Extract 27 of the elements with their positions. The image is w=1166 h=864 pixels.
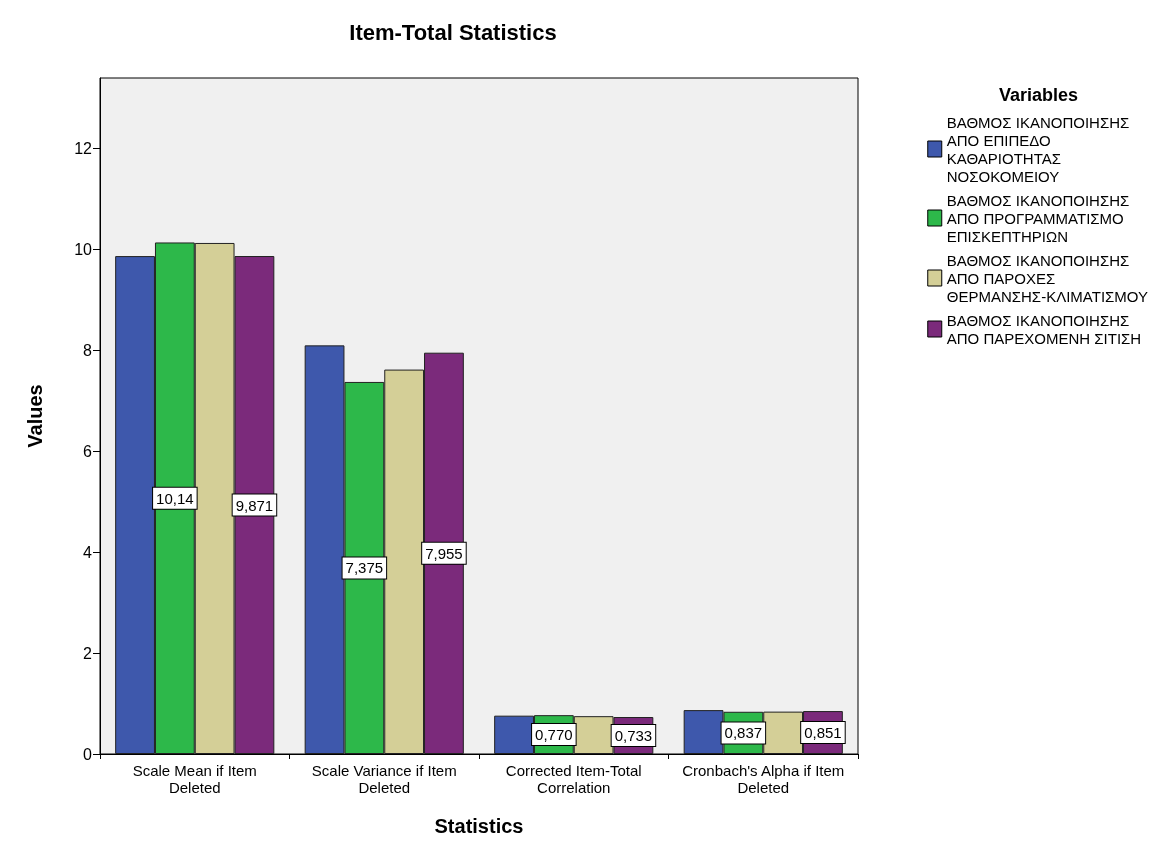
y-axis-title: Values [24, 384, 46, 448]
x-axis-title: Statistics [434, 815, 524, 837]
legend-label: ΒΑΘΜΟΣ ΙΚΑΝΟΠΟΙΗΣΗΣ ΑΠΟ ΠΑΡΟΧΕΣ ΘΕΡΜΑΝΣΗΣ-ΚΛΙΜΑΤΙΣΜΟΥ [946, 251, 1148, 305]
x-tick-label: Scale Mean if Item Deleted [132, 762, 257, 796]
data-label: 10,14 [156, 489, 194, 507]
x-tick-label: Corrected Item-Total Correlation [505, 762, 642, 796]
data-label: 0,851 [804, 724, 842, 742]
x-tick-label: Cronbach's Alpha if Item Deleted [682, 762, 845, 796]
legend-label: ΒΑΘΜΟΣ ΙΚΑΝΟΠΟΙΗΣΗΣ ΑΠΟ ΠΑΡΕΧΟΜΕΝΗ ΣΙΤΙΣΗ [946, 311, 1142, 347]
chart-title: Item-Total Statistics [349, 19, 557, 45]
data-label: 0,733 [614, 727, 653, 745]
data-label: 0,837 [724, 724, 763, 742]
x-tick-label: Scale Variance if Item Deleted [311, 762, 457, 796]
data-label: 9,871 [235, 496, 274, 514]
data-label: 7,955 [425, 544, 463, 562]
y-tick-label: 10 [74, 241, 93, 259]
legend-title: Variables [998, 85, 1078, 105]
legend-label: ΒΑΘΜΟΣ ΙΚΑΝΟΠΟΙΗΣΗΣ ΑΠΟ ΕΠΙΠΕΔΟ ΚΑΘΑΡΙΟΤΗΤΑΣ ΝΟΣΟΚΟΜΕΙΟΥ [946, 113, 1130, 185]
y-tick-label: 0 [83, 745, 93, 763]
data-label: 7,375 [345, 559, 384, 577]
data-label: 0,770 [535, 726, 573, 744]
y-tick-label: 4 [83, 543, 93, 561]
y-tick-label: 12 [74, 140, 93, 158]
y-tick-label: 8 [83, 341, 93, 359]
legend-label: ΒΑΘΜΟΣ ΙΚΑΝΟΠΟΙΗΣΗΣ ΑΠΟ ΠΡΟΓΡΑΜΜΑΤΙΣΜΟ ΕΠΙΣΚΕΠΤΗΡΙΩΝ [946, 191, 1130, 245]
y-tick-label: 2 [83, 644, 93, 662]
y-tick-label: 6 [83, 442, 93, 460]
